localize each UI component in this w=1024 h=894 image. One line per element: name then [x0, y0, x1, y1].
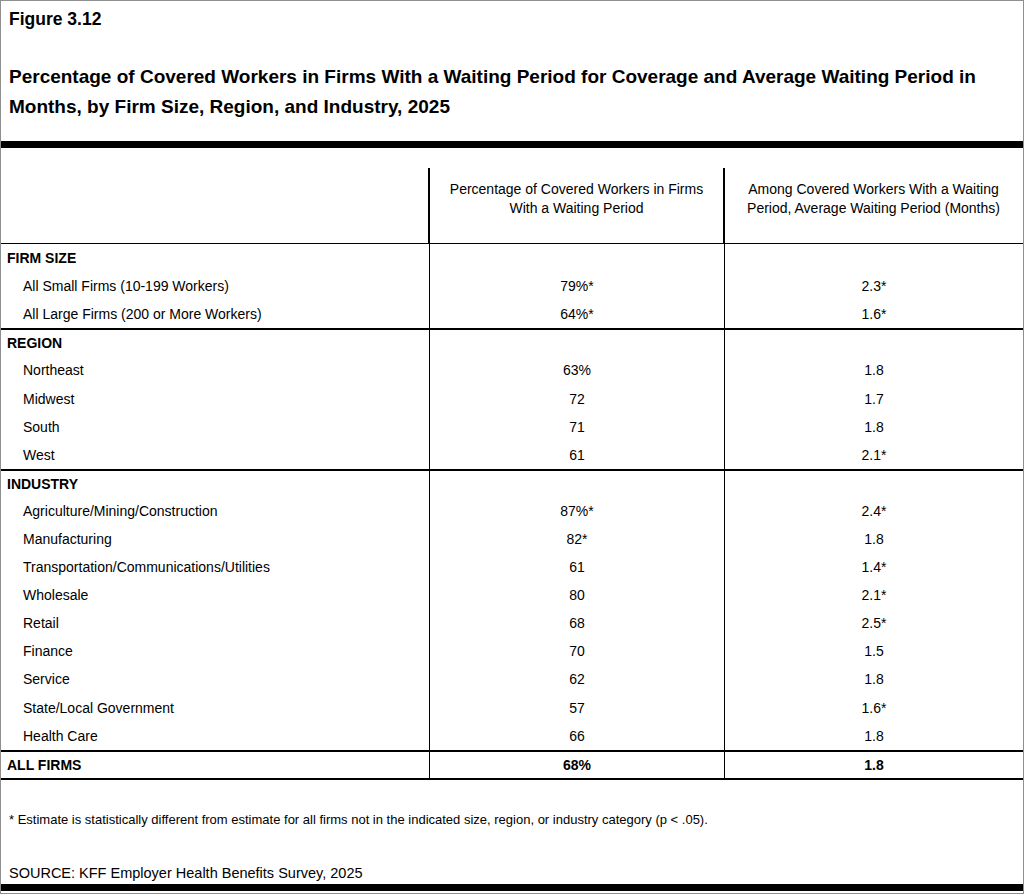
column-divider-line	[428, 168, 430, 243]
section-header-label: FIRM SIZE	[1, 244, 429, 272]
row-label: Manufacturing	[1, 525, 429, 553]
table-row: Service621.8	[1, 665, 1023, 693]
cell-months: 1.8	[724, 413, 1023, 441]
cell-percentage: 72	[429, 384, 724, 412]
figure-label: Figure 3.12	[9, 9, 1013, 29]
table-row: Finance701.5	[1, 637, 1023, 665]
table-row: Agriculture/Mining/Construction87%*2.4*	[1, 497, 1023, 525]
table-row: State/Local Government571.6*	[1, 694, 1023, 722]
cell-percentage	[429, 244, 724, 272]
row-label: Northeast	[1, 356, 429, 384]
cell-months: 1.6*	[724, 694, 1023, 722]
row-label: All Small Firms (10-199 Workers)	[1, 272, 429, 300]
cell-months: 1.8	[724, 722, 1023, 750]
table-row: Northeast63%1.8	[1, 356, 1023, 384]
table-row: Manufacturing82*1.8	[1, 525, 1023, 553]
row-label: Agriculture/Mining/Construction	[1, 497, 429, 525]
cell-months: 1.8	[724, 665, 1023, 693]
cell-percentage: 70	[429, 637, 724, 665]
cell-percentage: 63%	[429, 356, 724, 384]
header-cell-months-label: Among Covered Workers With a Waiting Per…	[744, 180, 1003, 218]
cell-months	[724, 244, 1023, 272]
cell-months: 1.8	[724, 752, 1023, 778]
table-row: Wholesale802.1*	[1, 581, 1023, 609]
cell-percentage: 61	[429, 553, 724, 581]
cell-months: 1.6*	[724, 300, 1023, 328]
table-row: All Small Firms (10-199 Workers)79%*2.3*	[1, 272, 1023, 300]
cell-percentage: 68%	[429, 752, 724, 778]
cell-percentage: 61	[429, 441, 724, 469]
cell-percentage: 66	[429, 722, 724, 750]
cell-months: 1.4*	[724, 553, 1023, 581]
cell-months: 1.7	[724, 384, 1023, 412]
table-row: Health Care661.8	[1, 722, 1023, 750]
cell-months: 1.8	[724, 356, 1023, 384]
row-label: Health Care	[1, 722, 429, 750]
row-label: South	[1, 413, 429, 441]
section-header-label: ALL FIRMS	[1, 752, 429, 778]
cell-percentage: 82*	[429, 525, 724, 553]
table-row: South711.8	[1, 413, 1023, 441]
row-label: Retail	[1, 609, 429, 637]
footnote: * Estimate is statistically different fr…	[9, 812, 1003, 827]
cell-percentage: 64%*	[429, 300, 724, 328]
table-body: FIRM SIZEAll Small Firms (10-199 Workers…	[1, 244, 1023, 780]
row-label: West	[1, 441, 429, 469]
row-label: Finance	[1, 637, 429, 665]
cell-months: 2.1*	[724, 581, 1023, 609]
section-header-row: INDUSTRY	[1, 469, 1023, 497]
section-header-row: FIRM SIZE	[1, 244, 1023, 272]
section-header-label: INDUSTRY	[1, 471, 429, 497]
cell-percentage	[429, 330, 724, 356]
cell-percentage	[429, 471, 724, 497]
table-header-row: Percentage of Covered Workers in Firms W…	[1, 148, 1023, 244]
cell-months	[724, 471, 1023, 497]
figure-title: Percentage of Covered Workers in Firms W…	[9, 62, 993, 122]
section-header-label: REGION	[1, 330, 429, 356]
row-label: Midwest	[1, 384, 429, 412]
table-row: Retail682.5*	[1, 609, 1023, 637]
title-divider-rule	[1, 141, 1023, 148]
header-cell-percentage-label: Percentage of Covered Workers in Firms W…	[449, 180, 704, 218]
cell-percentage: 87%*	[429, 497, 724, 525]
table-row: West612.1*	[1, 441, 1023, 469]
bottom-bar	[1, 884, 1023, 891]
cell-months: 1.5	[724, 637, 1023, 665]
cell-months: 2.4*	[724, 497, 1023, 525]
cell-percentage: 79%*	[429, 272, 724, 300]
header-cell-empty	[1, 148, 429, 243]
cell-percentage: 62	[429, 665, 724, 693]
total-row: ALL FIRMS68%1.8	[1, 750, 1023, 780]
cell-percentage: 80	[429, 581, 724, 609]
cell-months: 1.8	[724, 525, 1023, 553]
cell-months: 2.3*	[724, 272, 1023, 300]
section-header-row: REGION	[1, 328, 1023, 356]
header-cell-months: Among Covered Workers With a Waiting Per…	[724, 148, 1023, 243]
table-row: All Large Firms (200 or More Workers)64%…	[1, 300, 1023, 328]
row-label: All Large Firms (200 or More Workers)	[1, 300, 429, 328]
row-label: Service	[1, 665, 429, 693]
row-label: Wholesale	[1, 581, 429, 609]
table-row: Transportation/Communications/Utilities6…	[1, 553, 1023, 581]
table-row: Midwest721.7	[1, 384, 1023, 412]
cell-percentage: 57	[429, 694, 724, 722]
cell-percentage: 71	[429, 413, 724, 441]
header-cell-percentage: Percentage of Covered Workers in Firms W…	[429, 148, 724, 243]
column-divider-line	[723, 168, 725, 243]
source-line: SOURCE: KFF Employer Health Benefits Sur…	[9, 865, 1003, 882]
cell-percentage: 68	[429, 609, 724, 637]
row-label: State/Local Government	[1, 694, 429, 722]
cell-months	[724, 330, 1023, 356]
data-table: Percentage of Covered Workers in Firms W…	[1, 148, 1023, 780]
figure-page: Figure 3.12 Percentage of Covered Worker…	[0, 0, 1024, 894]
row-label: Transportation/Communications/Utilities	[1, 553, 429, 581]
cell-months: 2.5*	[724, 609, 1023, 637]
cell-months: 2.1*	[724, 441, 1023, 469]
